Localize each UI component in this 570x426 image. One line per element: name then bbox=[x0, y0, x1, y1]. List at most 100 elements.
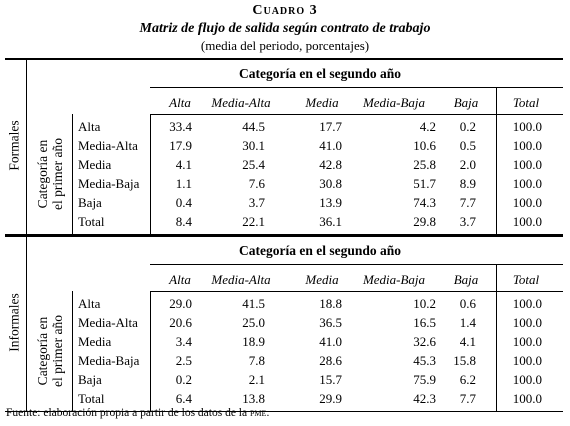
table-cell: 3.7 bbox=[459, 214, 476, 229]
column-header: Media-Alta bbox=[211, 95, 271, 110]
table-cell: 6.4 bbox=[175, 391, 192, 406]
column-header: Total bbox=[512, 95, 540, 110]
table-cell: 4.1 bbox=[175, 157, 192, 172]
table-cell: 15.8 bbox=[453, 353, 476, 368]
table-cell: 45.3 bbox=[413, 353, 436, 368]
table-cell: 100.0 bbox=[512, 391, 542, 406]
table-cell: 0.6 bbox=[459, 296, 476, 311]
table-caption-label: Cuadro 3 bbox=[0, 3, 570, 19]
table-cell: 7.7 bbox=[459, 195, 476, 210]
table-cell: 3.4 bbox=[175, 334, 192, 349]
row-label: Media-Baja bbox=[78, 353, 140, 368]
table-cell: 13.9 bbox=[319, 195, 342, 210]
table-cell: 10.2 bbox=[413, 296, 436, 311]
source-note: Fuente: elaboración propia a partir de l… bbox=[6, 407, 269, 419]
table-cell: 33.4 bbox=[169, 119, 192, 134]
table-cell: 15.7 bbox=[319, 372, 342, 387]
table-cell: 17.7 bbox=[319, 119, 342, 134]
panel-top-rule bbox=[5, 58, 563, 60]
table-cell: 18.9 bbox=[242, 334, 265, 349]
table-cell: 100.0 bbox=[512, 176, 542, 191]
row-label: Media bbox=[78, 334, 112, 349]
table-cell: 44.5 bbox=[242, 119, 265, 134]
table-cell: 100.0 bbox=[512, 157, 542, 172]
table-cell: 51.7 bbox=[413, 176, 436, 191]
table-cell: 41.5 bbox=[242, 296, 265, 311]
table-cell: 100.0 bbox=[512, 315, 542, 330]
column-header: Media bbox=[305, 272, 339, 287]
table-cell: 75.9 bbox=[413, 372, 436, 387]
table-cell: 42.3 bbox=[413, 391, 436, 406]
table-cell: 42.8 bbox=[319, 157, 342, 172]
row-label: Media-Alta bbox=[78, 315, 138, 330]
table-cell: 4.1 bbox=[459, 334, 476, 349]
row-label: Total bbox=[78, 391, 105, 406]
table-title: Matriz de flujo de salida según contrato… bbox=[139, 21, 431, 36]
table-cell: 2.1 bbox=[248, 372, 265, 387]
table-cell: 2.5 bbox=[175, 353, 192, 368]
table-cell: 8.9 bbox=[459, 176, 476, 191]
table-cell: 0.2 bbox=[175, 372, 192, 387]
table-cell: 32.6 bbox=[413, 334, 436, 349]
table-cell: 2.0 bbox=[459, 157, 476, 172]
row-label: Baja bbox=[78, 372, 102, 387]
table-cell: 18.8 bbox=[319, 296, 342, 311]
column-header: Alta bbox=[169, 95, 191, 110]
row-axis-label: Categoría en el primer año bbox=[35, 138, 65, 210]
table-cell: 100.0 bbox=[512, 372, 542, 387]
table-cell: 100.0 bbox=[512, 119, 542, 134]
table-cell: 22.1 bbox=[242, 214, 265, 229]
table-cell: 29.0 bbox=[169, 296, 192, 311]
section-label: Informales bbox=[6, 293, 22, 352]
table-cell: 74.3 bbox=[413, 195, 436, 210]
column-header: Media-Baja bbox=[362, 95, 426, 110]
table-cell: 30.1 bbox=[242, 138, 265, 153]
table-cell: 100.0 bbox=[512, 195, 542, 210]
column-header-rule bbox=[150, 291, 563, 292]
table-cell: 16.5 bbox=[413, 315, 436, 330]
row-label: Baja bbox=[78, 195, 102, 210]
table-cell: 0.2 bbox=[459, 119, 476, 134]
column-group-header: Categoría en el segundo año bbox=[239, 66, 401, 81]
group-header-rule bbox=[150, 87, 563, 88]
table-cell: 13.8 bbox=[242, 391, 265, 406]
table-cell: 28.6 bbox=[319, 353, 342, 368]
row-label: Alta bbox=[78, 296, 101, 311]
table-cell: 10.6 bbox=[413, 138, 436, 153]
table-cell: 0.5 bbox=[459, 138, 476, 153]
table-cell: 100.0 bbox=[512, 214, 542, 229]
axis-label-divider bbox=[72, 291, 73, 411]
section-divider bbox=[26, 235, 27, 411]
table-cell: 36.5 bbox=[319, 315, 342, 330]
axis-label-divider bbox=[72, 114, 73, 234]
section-divider bbox=[26, 58, 27, 234]
column-header: Total bbox=[512, 272, 540, 287]
table-cell: 7.7 bbox=[459, 391, 476, 406]
table-cell: 20.6 bbox=[169, 315, 192, 330]
row-label: Media bbox=[78, 157, 112, 172]
table-cell: 36.1 bbox=[319, 214, 342, 229]
row-label-divider bbox=[150, 114, 151, 234]
panel-bottom-rule bbox=[5, 234, 563, 235]
row-axis-label: Categoría en el primer año bbox=[35, 315, 65, 387]
table-cell: 7.6 bbox=[248, 176, 265, 191]
column-group-header: Categoría en el segundo año bbox=[239, 243, 401, 258]
table-cell: 41.0 bbox=[319, 138, 342, 153]
column-header: Baja bbox=[453, 95, 479, 110]
row-label: Total bbox=[78, 214, 105, 229]
column-header: Alta bbox=[169, 272, 191, 287]
table-cell: 29.9 bbox=[319, 391, 342, 406]
row-label: Media-Alta bbox=[78, 138, 138, 153]
table-cell: 1.1 bbox=[175, 176, 192, 191]
source-suffix: . bbox=[266, 407, 270, 419]
column-header: Media-Alta bbox=[211, 272, 271, 287]
table-cell: 1.4 bbox=[459, 315, 476, 330]
table-cell: 100.0 bbox=[512, 334, 542, 349]
source-acronym: pme bbox=[249, 407, 267, 419]
column-header: Media-Baja bbox=[362, 272, 426, 287]
table-cell: 100.0 bbox=[512, 138, 542, 153]
table-cell: 100.0 bbox=[512, 353, 542, 368]
total-column-divider bbox=[496, 87, 497, 234]
row-label: Media-Baja bbox=[78, 176, 140, 191]
table-cell: 30.8 bbox=[319, 176, 342, 191]
